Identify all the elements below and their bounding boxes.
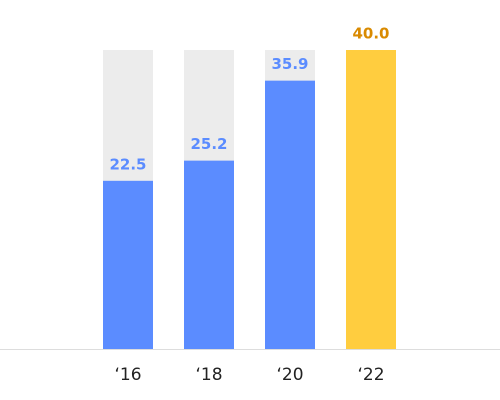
x-tick-label: ‘20 xyxy=(276,365,303,385)
bar xyxy=(184,160,234,349)
value-label: 22.5 xyxy=(109,155,146,173)
value-label: 40.0 xyxy=(352,25,389,43)
value-label: 35.9 xyxy=(271,55,308,73)
x-tick-label: ‘18 xyxy=(195,365,222,385)
bar xyxy=(265,80,315,350)
x-tick-label: ‘22 xyxy=(357,365,384,385)
x-tick-label: ‘16 xyxy=(114,365,141,385)
bar xyxy=(346,50,396,349)
bar xyxy=(103,180,153,349)
value-label: 25.2 xyxy=(190,135,227,153)
